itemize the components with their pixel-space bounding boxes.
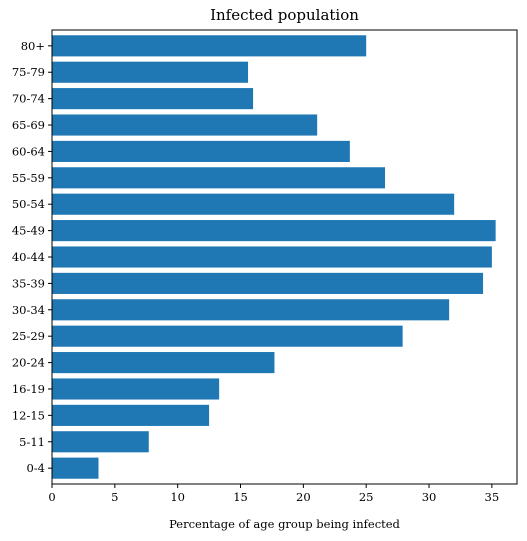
bar-75-79 — [52, 61, 249, 83]
bar-0-4 — [52, 457, 99, 479]
y-axis-ticks: 0-4 5-11 12-15 16-19 20-24 25-29 30-34 35-39 40-… — [12, 39, 52, 475]
y-tick-label: 80+ — [21, 39, 45, 53]
bars-group — [52, 35, 496, 479]
x-tick-label: 5 — [111, 490, 118, 504]
bar-12-15 — [52, 404, 210, 426]
bar-80+ — [52, 35, 367, 57]
x-tick-label: 10 — [170, 490, 185, 504]
bar-40-44 — [52, 246, 492, 268]
x-tick-label: 35 — [485, 490, 500, 504]
y-tick-label: 55-59 — [12, 171, 45, 185]
x-tick-label: 20 — [296, 490, 311, 504]
y-tick-label: 16-19 — [12, 382, 45, 396]
bar-20-24 — [52, 352, 275, 374]
y-tick-label: 50-54 — [12, 197, 45, 211]
y-tick-label: 35-39 — [12, 276, 45, 290]
bar-35-39 — [52, 272, 484, 294]
x-axis-ticks: 0 5 10 15 20 25 30 35 — [48, 484, 499, 504]
bar-50-54 — [52, 193, 455, 215]
y-tick-label: 75-79 — [12, 65, 45, 79]
y-tick-label: 70-74 — [12, 92, 45, 106]
y-tick-label: 0-4 — [26, 461, 45, 475]
y-tick-label: 65-69 — [12, 118, 45, 132]
x-axis-label: Percentage of age group being infected — [169, 517, 400, 531]
y-tick-label: 45-49 — [12, 224, 45, 238]
y-tick-label: 40-44 — [12, 250, 45, 264]
y-tick-label: 30-34 — [12, 303, 45, 317]
y-tick-label: 60-64 — [12, 144, 45, 158]
bar-65-69 — [52, 114, 318, 136]
bar-16-19 — [52, 378, 220, 400]
bar-45-49 — [52, 220, 496, 242]
bar-30-34 — [52, 299, 450, 321]
chart-title: Infected population — [210, 6, 359, 24]
x-tick-label: 15 — [233, 490, 248, 504]
x-tick-label: 25 — [359, 490, 374, 504]
y-tick-label: 25-29 — [12, 329, 45, 343]
bar-25-29 — [52, 325, 403, 347]
plot-frame — [51, 29, 518, 485]
y-tick-label: 5-11 — [19, 435, 45, 449]
bar-55-59 — [52, 167, 386, 189]
y-tick-label: 20-24 — [12, 356, 45, 370]
bar-5-11 — [52, 431, 149, 453]
x-tick-label: 30 — [422, 490, 437, 504]
bar-70-74 — [52, 88, 254, 110]
y-tick-label: 12-15 — [12, 408, 45, 422]
x-tick-label: 0 — [48, 490, 55, 504]
bar-60-64 — [52, 140, 350, 162]
